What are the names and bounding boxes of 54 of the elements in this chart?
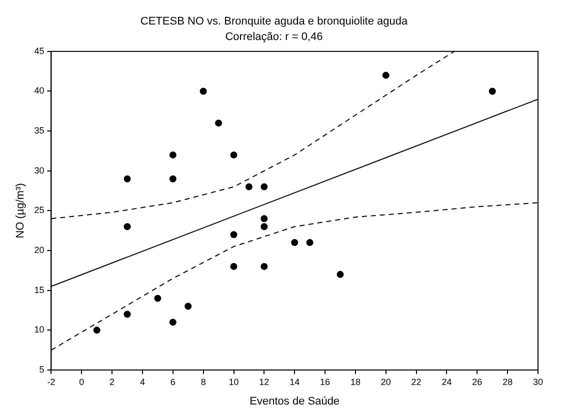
point <box>260 183 268 190</box>
y-tick-label: 35 <box>34 126 44 136</box>
point <box>260 262 268 270</box>
point <box>169 318 176 326</box>
point <box>124 175 131 182</box>
y-tick-label: 15 <box>34 284 44 295</box>
x-tick-label: 12 <box>259 376 270 387</box>
x-tick-label: 8 <box>200 376 206 387</box>
x-tick-label: 10 <box>228 376 239 387</box>
x-tick-label: 20 <box>380 376 391 387</box>
point <box>306 239 314 246</box>
x-tick-label: 18 <box>350 376 360 387</box>
x-tick-label: -2 <box>47 376 56 387</box>
x-tick-label: 0 <box>79 376 84 387</box>
x-tick-label: 16 <box>320 376 330 387</box>
x-tick-label: 30 <box>532 376 544 387</box>
x-axis-title: Eventos de Saúde <box>250 395 340 408</box>
chart-subtitle: Correlação: r = 0,46 <box>225 30 323 43</box>
point <box>169 151 176 158</box>
x-tick-label: 14 <box>290 376 300 387</box>
point <box>260 223 268 230</box>
point <box>230 262 238 270</box>
point <box>93 326 100 334</box>
x-tick-label: 22 <box>411 376 422 387</box>
point <box>245 183 252 190</box>
point <box>200 88 207 95</box>
point <box>184 302 192 310</box>
y-tick-label: 45 <box>34 46 44 56</box>
x-tick-label: 28 <box>502 376 513 387</box>
y-tick-label: 5 <box>39 364 44 374</box>
x-tick-label: 24 <box>442 376 452 387</box>
chart-title: CETESB NO vs. Bronquite aguda e bronquiolite aguda <box>140 16 408 28</box>
y-axis-title: NO (µg/m³) <box>14 183 27 238</box>
point <box>260 215 268 222</box>
x-tick-label: 4 <box>140 376 145 387</box>
y-tick-label: 40 <box>34 86 44 96</box>
point <box>169 175 176 182</box>
x-tick-label: 26 <box>472 376 482 387</box>
x-tick-label: 2 <box>110 376 115 387</box>
y-tick-label: 10 <box>34 324 44 335</box>
point <box>124 310 131 318</box>
point <box>154 294 162 302</box>
point <box>230 151 238 158</box>
y-tick-label: 30 <box>34 165 44 176</box>
point <box>291 239 298 246</box>
point <box>488 88 496 95</box>
point <box>215 120 222 127</box>
point <box>230 231 238 238</box>
y-tick-label: 20 <box>34 245 44 256</box>
point <box>124 223 131 230</box>
point <box>336 270 344 278</box>
x-tick-label: 6 <box>170 376 176 387</box>
point <box>382 72 390 79</box>
y-tick-label: 25 <box>34 205 44 216</box>
